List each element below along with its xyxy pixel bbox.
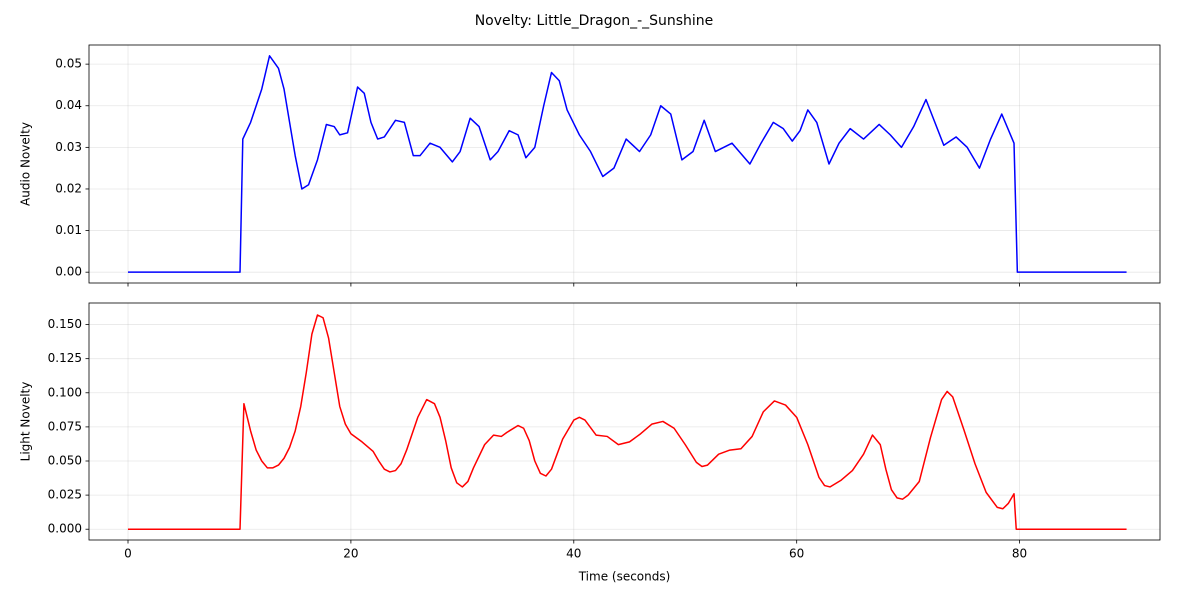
y-tick-label: 0.150 (48, 317, 82, 331)
y-tick-label: 0.03 (55, 140, 82, 154)
y-tick-label: 0.125 (48, 351, 82, 365)
x-tick-label: 80 (1012, 547, 1027, 561)
x-tick-label: 20 (343, 547, 358, 561)
y-tick-label: 0.025 (48, 488, 82, 502)
x-tick-label: 0 (124, 547, 132, 561)
axes-frame (88, 44, 1161, 284)
x-axis-label: Time (seconds) (578, 570, 671, 584)
y-tick-label: 0.100 (48, 385, 82, 399)
y-tick-label: 0.000 (48, 522, 82, 536)
y-axis-label: Light Novelty (19, 382, 33, 462)
axes-frame (88, 302, 1161, 541)
y-tick-label: 0.05 (55, 57, 82, 71)
x-tick-label: 40 (566, 547, 581, 561)
y-tick-label: 0.04 (55, 98, 82, 112)
y-tick-label: 0.00 (55, 265, 82, 279)
y-axis-label: Audio Novelty (19, 122, 33, 206)
line (128, 55, 1127, 273)
y-tick-label: 0.02 (55, 181, 82, 195)
y-tick-label: 0.075 (48, 419, 82, 433)
figure-title: Novelty: Little_Dragon_-_Sunshine (475, 13, 714, 29)
line (128, 314, 1127, 530)
y-tick-label: 0.050 (48, 454, 82, 468)
x-tick-label: 60 (789, 547, 804, 561)
y-tick-label: 0.01 (55, 223, 82, 237)
